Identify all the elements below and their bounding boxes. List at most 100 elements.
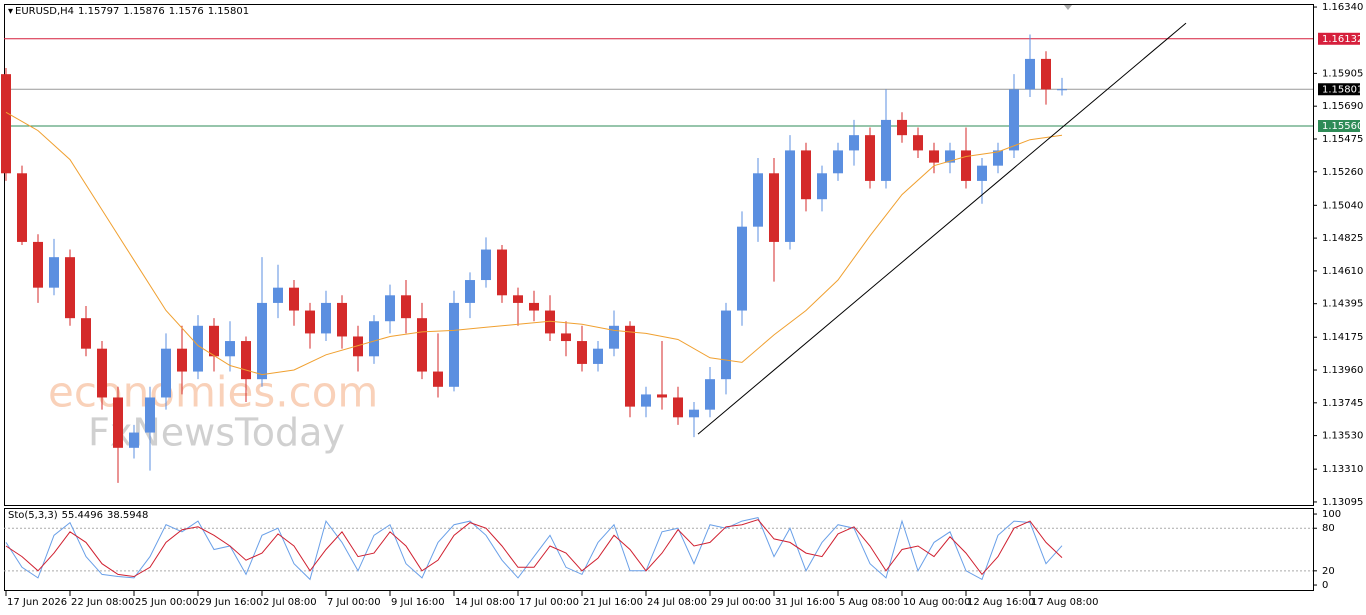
candle-body [209,325,219,357]
stoch-panel [4,508,1314,591]
bar-open: 1.15797 [78,6,120,17]
candle-body [785,150,795,242]
candle-body [433,371,443,387]
candle-body [385,295,395,322]
candle-body [913,135,923,151]
candle-body [177,348,187,372]
candle-body [641,394,651,407]
bar-high: 1.15876 [123,6,165,17]
y-tick-label: 0 [1322,580,1328,591]
moving-average [5,111,1063,376]
candle-body [65,257,75,319]
candle-body [945,150,955,163]
menu-arrow[interactable]: ▾ [8,6,14,17]
y-tick-label: 1.15905 [1322,68,1363,79]
x-tick-label: 17 Aug 08:00 [1031,597,1098,608]
candle-body [593,348,603,364]
y-tick-label: 1.13530 [1322,431,1363,442]
candle-body [145,397,155,433]
x-tick-label: 22 Jun 08:00 [71,597,135,608]
y-tick-label: 1.13960 [1322,365,1363,376]
candle-body [929,150,939,163]
candle-body [305,310,315,334]
candle-body [897,119,907,136]
candle-body [1,74,11,174]
price-label: 1.16132 [1322,34,1363,45]
y-tick-label: 1.13745 [1322,398,1363,409]
candle-body [97,348,107,398]
candle-body [369,321,379,357]
stoch-signal: 38.5948 [107,510,149,521]
candle-body [561,333,571,342]
candle-body [801,150,811,200]
y-tick-label: 1.15040 [1322,200,1363,211]
x-tick-label: 10 Aug 00:00 [903,597,970,608]
symbol: EURUSD,H4 [15,6,75,17]
candle-body [193,325,203,372]
x-tick-label: 2 Jul 08:00 [263,597,317,608]
x-tick-label: 5 Aug 08:00 [839,597,900,608]
candle-body [225,341,235,357]
candle-body [993,150,1003,166]
y-tick-label: 80 [1322,523,1335,534]
candle-body [49,257,59,288]
x-tick-label: 31 Jul 16:00 [775,597,835,608]
candle-body [33,241,43,288]
watermark: FxNewsToday [88,411,345,455]
candle-body [17,173,27,242]
y-tick-label: 100 [1322,509,1341,520]
candle-body [625,325,635,407]
candle-body [113,397,123,448]
candle-body [161,348,171,398]
candle-body [417,318,427,372]
candle-body [241,341,251,380]
price-box [1318,120,1360,133]
candle-body [449,302,459,387]
candle-body [881,119,891,181]
candle-body [353,336,363,357]
y-tick-label: 1.14175 [1322,332,1363,343]
candle-body [657,394,667,398]
x-tick-label: 24 Jul 08:00 [647,597,707,608]
candle-body [849,135,859,151]
shift-marker [1064,5,1072,10]
candle-body [1041,58,1051,90]
price-box [1318,83,1360,96]
x-tick-label: 29 Jun 16:00 [199,597,263,608]
candle-body [977,165,987,181]
candle-body [481,249,491,281]
x-tick-label: 21 Jul 16:00 [583,597,643,608]
candle-body [337,302,347,337]
main-header: ▾ EURUSD,H4 1.15797 1.15876 1.1576 1.15801 [8,6,253,17]
y-tick-label: 1.15260 [1322,167,1363,178]
x-tick-label: 7 Jul 00:00 [327,597,381,608]
candle-body [465,280,475,303]
candle-body [513,295,523,303]
candle-body [833,150,843,174]
candle-body [753,173,763,227]
candle-body [1025,58,1035,90]
main-panel [4,4,1314,506]
y-tick-label: 1.14825 [1322,233,1363,244]
y-tick-label: 1.14610 [1322,266,1363,277]
candle-body [529,302,539,311]
current-price-label: 1.15801 [1322,84,1363,95]
y-tick-label: 1.15475 [1322,134,1363,145]
candle-body [817,173,827,200]
candle-body [721,310,731,380]
price-label: 1.15560 [1322,121,1363,132]
candle-body [865,135,875,181]
trendline [697,22,1187,435]
bar-low: 1.1576 [168,6,204,17]
candle-body [545,310,555,334]
x-tick-label: 17 Jul 00:00 [519,597,579,608]
x-tick-label: 9 Jul 16:00 [391,597,445,608]
x-tick-label: 14 Jul 08:00 [455,597,515,608]
candle-body [577,341,587,364]
candle-body [673,397,683,418]
stoch-line [5,519,1063,578]
y-tick-label: 1.13095 [1322,497,1363,508]
x-tick-label: 17 Jun 2026 [7,597,67,608]
